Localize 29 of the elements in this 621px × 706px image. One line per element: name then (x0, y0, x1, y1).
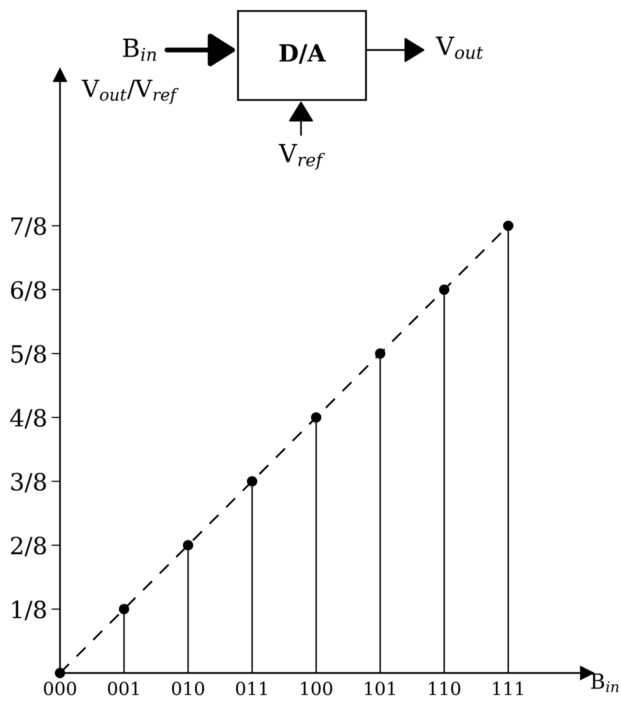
y-axis-title: V$_{out}$/V$_{ref}$ (82, 80, 179, 104)
annotation: V$_{ref}$ (278, 144, 325, 170)
y-tick-label: 1/8 (12, 600, 46, 620)
point (246, 476, 258, 487)
point (503, 220, 514, 231)
y-tick-label: 6/8 (11, 281, 46, 301)
y-tick-label: 4/8 (10, 408, 46, 429)
x-tick-label: 011 (236, 682, 267, 696)
point (182, 540, 194, 550)
point (310, 412, 322, 423)
x-tick-label: 001 (108, 682, 139, 696)
x-tick-label: 010 (172, 682, 204, 696)
text: V$_{out}$ (436, 36, 484, 60)
y-tick-label: 2/8 (11, 536, 46, 556)
x-tick-label: 111 (493, 682, 523, 696)
x-tick-label: 000 (44, 682, 76, 696)
y-tick-label: 7/8 (11, 217, 46, 237)
text: B$_{in}$ (123, 38, 156, 61)
y-tick-label: 5/8 (12, 345, 46, 365)
point (374, 348, 386, 359)
point (54, 668, 66, 678)
x-tick-label: 100 (301, 682, 332, 696)
x-tick-label: 101 (365, 682, 395, 696)
point (118, 604, 130, 614)
y-tick-label: 3/8 (11, 472, 46, 492)
x-tick-label: 110 (429, 682, 460, 696)
x-axis-title: B$_{in}$ (591, 674, 619, 692)
text: D/A (279, 44, 326, 64)
point (438, 284, 450, 295)
